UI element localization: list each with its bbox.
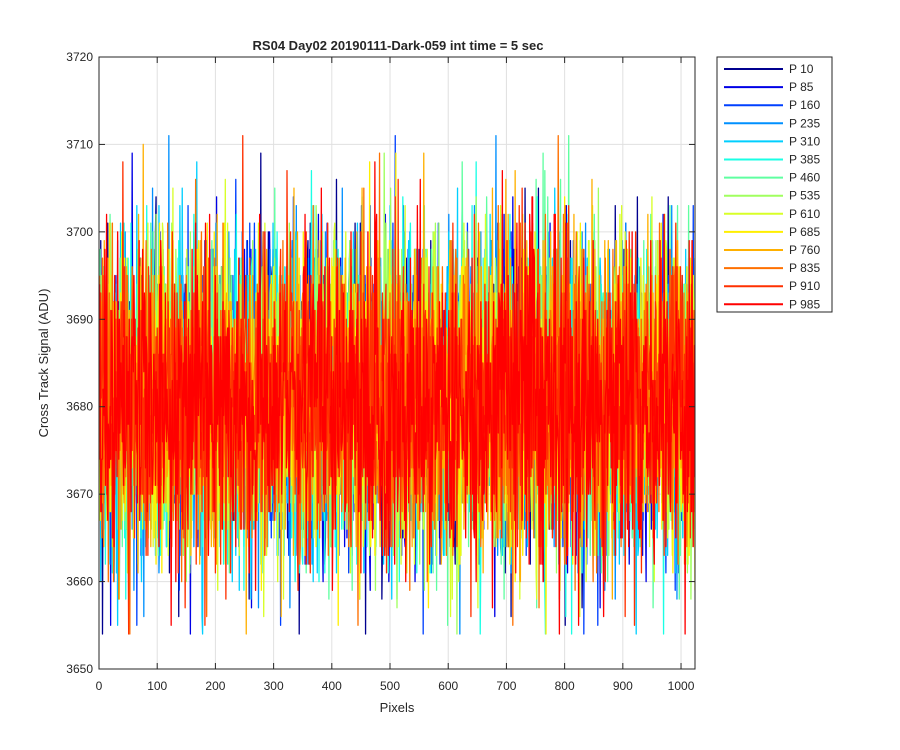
series-line-p985: [99, 161, 695, 635]
legend-label: P 385: [789, 153, 820, 167]
y-tick-label: 3700: [66, 225, 93, 239]
legend-label: P 535: [789, 189, 820, 203]
y-tick-label: 3710: [66, 137, 93, 151]
x-tick-label: 900: [613, 679, 633, 693]
y-axis-label: Cross Track Signal (ADU): [36, 289, 51, 438]
x-tick-label: 600: [438, 679, 458, 693]
legend-label: P 835: [789, 261, 820, 275]
legend-box: [716, 56, 833, 313]
legend-label: P 460: [789, 171, 820, 185]
legend-label: P 610: [789, 207, 820, 221]
y-tick-label: 3670: [66, 487, 93, 501]
legend-label: P 235: [789, 116, 820, 130]
x-tick-label: 1000: [668, 679, 695, 693]
y-axis-ticks: 3650 3660 3670 3680 3690 3700 3710 3720: [66, 50, 695, 676]
x-tick-label: 700: [496, 679, 516, 693]
legend-label: P 910: [789, 279, 820, 293]
y-tick-label: 3690: [66, 312, 93, 326]
series-lines: [99, 135, 695, 635]
y-tick-label: 3680: [66, 400, 93, 414]
legend-label: P 160: [789, 98, 820, 112]
x-axis-ticks: 0 100 200 300 400 500 600 700 800 900 1000: [96, 57, 695, 693]
x-tick-label: 400: [322, 679, 342, 693]
y-tick-label: 3660: [66, 575, 93, 589]
y-tick-label: 3720: [66, 50, 93, 64]
legend: P 10 P 85 P 160 P 235 P 310 P 385 P 460 P 535 P …: [716, 56, 833, 313]
x-tick-label: 500: [380, 679, 400, 693]
plot-frame: [98, 56, 696, 670]
x-tick-label: 200: [205, 679, 225, 693]
legend-label: P 310: [789, 134, 820, 148]
x-tick-label: 100: [147, 679, 167, 693]
chart-title: RS04 Day02 20190111-Dark-059 int time = …: [253, 38, 544, 53]
legend-label: P 10: [789, 62, 814, 76]
y-tick-label: 3650: [66, 662, 93, 676]
x-tick-label: 800: [555, 679, 575, 693]
legend-label: P 685: [789, 225, 820, 239]
legend-label: P 985: [789, 297, 820, 311]
legend-label: P 760: [789, 243, 820, 257]
legend-label: P 85: [789, 80, 814, 94]
x-tick-label: 0: [96, 679, 103, 693]
x-tick-label: 300: [264, 679, 284, 693]
x-axis-label: Pixels: [380, 700, 415, 715]
